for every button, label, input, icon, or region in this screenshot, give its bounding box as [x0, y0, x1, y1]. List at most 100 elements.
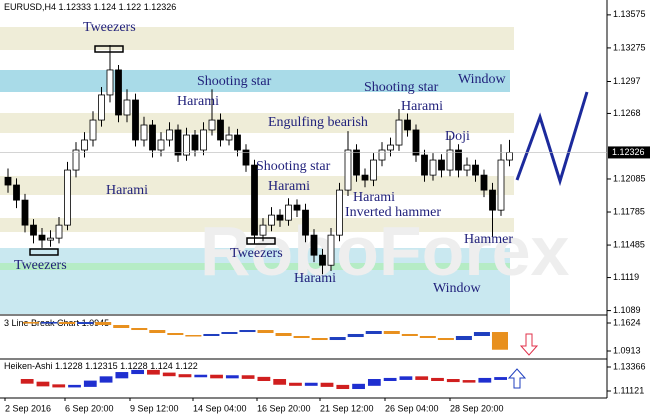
candle-body	[489, 189, 496, 211]
pattern-label: Harami	[106, 183, 148, 198]
header-value: 1.12326	[144, 2, 177, 12]
line-break-block	[41, 322, 58, 324]
panel-value: 1.122	[175, 361, 198, 371]
candle-body	[38, 234, 46, 241]
ha-bar	[289, 382, 302, 386]
candle-body	[429, 159, 437, 176]
ha-bar	[399, 376, 413, 380]
candle-body	[55, 224, 63, 239]
pattern-label: Shooting star	[364, 80, 439, 95]
tweezers-box	[246, 237, 276, 245]
candle-body	[174, 129, 182, 156]
candle-body	[72, 149, 80, 171]
ha-bar	[273, 379, 287, 385]
candle-body	[480, 174, 488, 191]
ha-bar	[446, 379, 460, 383]
candle-body	[157, 139, 165, 151]
panel-title: Heiken-Ashi	[4, 361, 53, 371]
zone	[0, 263, 510, 270]
ha-bar	[352, 383, 365, 390]
y-tick-label: 1.1268	[613, 108, 641, 118]
candle-body	[310, 234, 318, 256]
y-tick-label: 1.11785	[613, 206, 645, 216]
ha-bar	[36, 381, 50, 387]
line-break-block	[185, 335, 202, 337]
line-break-block	[455, 335, 472, 341]
ha-bar	[147, 369, 160, 375]
ha-bar	[462, 380, 476, 383]
panel-value: 1.1228	[120, 361, 148, 371]
candle-body	[140, 124, 148, 141]
candle-body	[64, 169, 71, 226]
candle-body	[446, 149, 454, 171]
line-break-block	[257, 330, 274, 334]
ha-bar	[304, 382, 318, 386]
x-tick-label: 9 Sep 12:00	[130, 403, 179, 413]
candle-body	[259, 224, 267, 236]
ha-bar	[241, 375, 255, 379]
line-break-block	[113, 325, 130, 329]
plot	[4, 45, 513, 275]
line-break-block	[167, 333, 184, 336]
line-break-block	[23, 322, 40, 324]
candle-body	[421, 154, 428, 176]
x-tick-label: 6 Sep 20:00	[65, 403, 114, 413]
y-tick-label: 1.1119	[613, 272, 639, 282]
up-arrow	[507, 368, 527, 389]
candle-body	[251, 164, 258, 236]
y-tick-label: 1.13366	[613, 361, 646, 371]
candle-body	[242, 149, 250, 166]
pattern-label: Harami	[268, 179, 310, 194]
candle-body	[268, 214, 275, 226]
last-price: 1.12326	[612, 147, 645, 157]
x-tick-label: 2 Sep 2016	[5, 403, 51, 413]
line-break-block	[419, 335, 436, 339]
panel-value: 1.124	[150, 361, 173, 371]
candle-body	[370, 159, 377, 181]
ha-bar	[68, 384, 81, 388]
y-tick-label: 1.1089	[613, 305, 641, 315]
ha-bar	[257, 376, 271, 382]
ha-bar	[52, 384, 66, 388]
pattern-label: Tweezers	[83, 20, 136, 35]
y-tick-label: 1.1624	[613, 317, 641, 327]
x-tick-label: 26 Sep 04:00	[385, 403, 439, 413]
line-break-block	[149, 330, 166, 334]
pattern-label: Window	[433, 281, 482, 296]
pattern-label: Harami	[294, 271, 336, 286]
candle-body	[319, 254, 326, 266]
pattern-label: Inverted hammer	[345, 205, 441, 220]
header-value: 1.124	[94, 2, 117, 12]
candle-body	[412, 129, 420, 156]
ha-bar	[162, 372, 176, 377]
y-tick-label: 1.13275	[613, 42, 646, 52]
candle-body	[395, 119, 403, 146]
y-tick-label: 1.12085	[613, 173, 646, 183]
line-break-block	[221, 332, 238, 334]
y-tick-label: 1.0913	[613, 345, 641, 355]
line-break-block	[311, 338, 328, 341]
ha-bar	[131, 369, 145, 375]
candle-body	[81, 139, 88, 151]
pattern-label: Harami	[177, 94, 219, 109]
candle-body	[404, 119, 411, 131]
candle-body	[361, 174, 369, 181]
pattern-label: Tweezers	[14, 258, 67, 273]
pattern-label: Harami	[401, 99, 443, 114]
candle-body	[327, 234, 335, 266]
line-break-block	[437, 338, 454, 341]
candle-body	[183, 134, 190, 156]
line-break-block	[383, 330, 400, 334]
tweezers-box	[94, 45, 124, 53]
candle-body	[4, 176, 12, 186]
panel-value: 1.12315	[85, 361, 118, 371]
candle-body	[336, 189, 343, 236]
last-price-box	[608, 146, 650, 159]
y-tick-label: 1.13575	[613, 9, 646, 19]
ha-bar	[320, 382, 334, 387]
panel-header: Heiken-Ashi 1.1228 1.12315 1.1228 1.124 …	[4, 361, 198, 371]
zone	[0, 248, 510, 314]
candle-body	[378, 149, 386, 161]
candle-body	[234, 134, 241, 151]
candle-body	[293, 204, 301, 211]
